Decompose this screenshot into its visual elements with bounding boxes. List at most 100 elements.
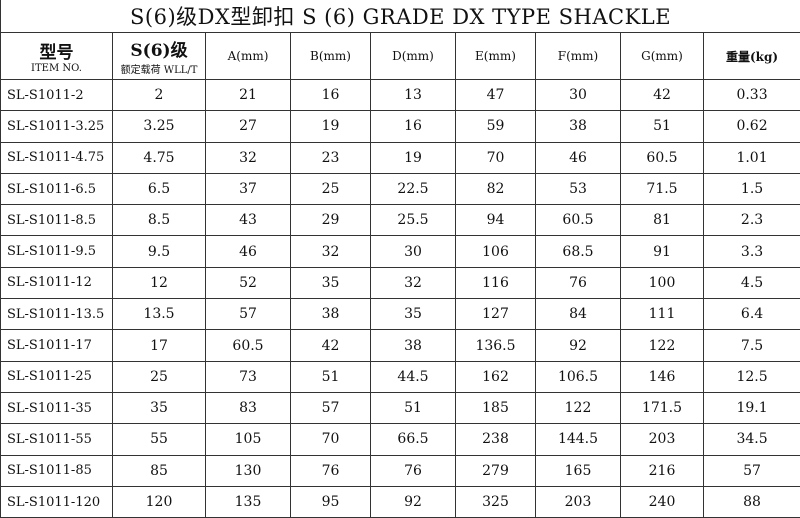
table-cell: 135	[205, 485, 291, 518]
header-a: A(mm)	[205, 32, 291, 80]
table-cell: 17	[112, 329, 206, 362]
table-cell: 42	[290, 329, 371, 362]
table-cell: 81	[620, 204, 704, 237]
table-row: SL-S1011-17 17 60.5 42 38 136.5 92 122 7.5	[0, 329, 800, 362]
table-cell: 122	[535, 391, 621, 425]
table-cell: 4.5	[702, 266, 800, 300]
table-cell: SL-S1011-4.75	[0, 141, 113, 174]
table-cell: 35	[290, 266, 371, 300]
table-cell: 165	[535, 454, 621, 487]
table-title: S(6)级DX型卸扣 S (6) GRADE DX TYPE SHACKLE	[0, 0, 800, 33]
table-cell: 38	[535, 110, 621, 143]
table-cell: 57	[702, 454, 800, 487]
header-d: D(mm)	[370, 32, 456, 80]
table-cell: SL-S1011-6.5	[0, 172, 113, 206]
header-wll: S(6)级额定载荷 WLL/T	[112, 32, 206, 80]
table-cell: 38	[370, 329, 456, 362]
table-cell: 46	[535, 141, 621, 174]
header-g: G(mm)	[620, 32, 704, 80]
table-cell: SL-S1011-13.5	[0, 298, 113, 331]
table-cell: 146	[620, 360, 704, 393]
table-cell: 34.5	[702, 423, 800, 456]
table-cell: 59	[455, 110, 536, 143]
table-cell: 100	[620, 266, 704, 300]
table-cell: SL-S1011-12	[0, 266, 113, 300]
table-cell: 68.5	[535, 235, 621, 268]
table-cell: 9.5	[112, 235, 206, 268]
table-cell: 162	[455, 360, 536, 393]
table-cell: 70	[290, 423, 371, 456]
table-cell: 238	[455, 423, 536, 456]
table-cell: SL-S1011-9.5	[0, 235, 113, 268]
table-cell: 8.5	[112, 204, 206, 237]
table-cell: 6.4	[702, 298, 800, 331]
table-row: SL-S1011-6.5 6.5 37 25 22.5 82 53 71.5 1.5	[0, 172, 800, 206]
table-cell: SL-S1011-3.25	[0, 110, 113, 143]
table-cell: 85	[112, 454, 206, 487]
table-cell: 25	[112, 360, 206, 393]
table-cell: 29	[290, 204, 371, 237]
table-cell: 171.5	[620, 391, 704, 425]
table-cell: 13	[370, 78, 456, 112]
table-cell: 60.5	[535, 204, 621, 237]
table-cell: 51	[370, 391, 456, 425]
table-cell: 92	[535, 329, 621, 362]
table-cell: 95	[290, 485, 371, 518]
table-cell: 30	[535, 78, 621, 112]
table-cell: 32	[290, 235, 371, 268]
table-cell: 144.5	[535, 423, 621, 456]
table-cell: 105	[205, 423, 291, 456]
table-cell: 185	[455, 391, 536, 425]
table-cell: 25.5	[370, 204, 456, 237]
table-cell: 57	[205, 298, 291, 331]
header-item-en: ITEM NO.	[31, 63, 82, 74]
table-cell: 325	[455, 485, 536, 518]
header-b: B(mm)	[290, 32, 371, 80]
table-cell: 44.5	[370, 360, 456, 393]
table-row: SL-S1011-4.75 4.75 32 23 19 70 46 60.5 1.01	[0, 141, 800, 174]
table-cell: 21	[205, 78, 291, 112]
table-cell: SL-S1011-2	[0, 78, 113, 112]
table-cell: 91	[620, 235, 704, 268]
table-cell: 13.5	[112, 298, 206, 331]
table-cell: 52	[205, 266, 291, 300]
table-cell: 47	[455, 78, 536, 112]
table-cell: 57	[290, 391, 371, 425]
table-cell: 92	[370, 485, 456, 518]
table-cell: 12	[112, 266, 206, 300]
table-cell: 122	[620, 329, 704, 362]
header-wll-cn: S(6)级	[130, 41, 188, 61]
table-cell: 82	[455, 172, 536, 206]
table-cell: 51	[620, 110, 704, 143]
table-cell: 84	[535, 298, 621, 331]
table-cell: 1.01	[702, 141, 800, 174]
table-row: SL-S1011-35 35 83 57 51 185 122 171.5 19.1	[0, 391, 800, 425]
table-cell: 42	[620, 78, 704, 112]
header-wll-en: 额定载荷 WLL/T	[120, 65, 198, 76]
table-cell: 203	[535, 485, 621, 518]
table-cell: 73	[205, 360, 291, 393]
header-item-cn: 型号	[39, 43, 74, 63]
table-cell: SL-S1011-120	[0, 485, 113, 518]
table-cell: 38	[290, 298, 371, 331]
table-cell: 3.3	[702, 235, 800, 268]
table-cell: 37	[205, 172, 291, 206]
table-cell: 2.3	[702, 204, 800, 237]
table-cell: 51	[290, 360, 371, 393]
table-cell: 203	[620, 423, 704, 456]
table-cell: 55	[112, 423, 206, 456]
table-cell: 279	[455, 454, 536, 487]
table-cell: 16	[370, 110, 456, 143]
table-cell: 16	[290, 78, 371, 112]
table-cell: 66.5	[370, 423, 456, 456]
table-cell: 83	[205, 391, 291, 425]
table-cell: 35	[370, 298, 456, 331]
table-cell: 30	[370, 235, 456, 268]
table-cell: 25	[290, 172, 371, 206]
table-cell: SL-S1011-8.5	[0, 204, 113, 237]
table-row: SL-S1011-8.5 8.5 43 29 25.5 94 60.5 81 2.3	[0, 204, 800, 237]
table-cell: 60.5	[620, 141, 704, 174]
table-cell: 130	[205, 454, 291, 487]
table-cell: 22.5	[370, 172, 456, 206]
table-cell: 240	[620, 485, 704, 518]
